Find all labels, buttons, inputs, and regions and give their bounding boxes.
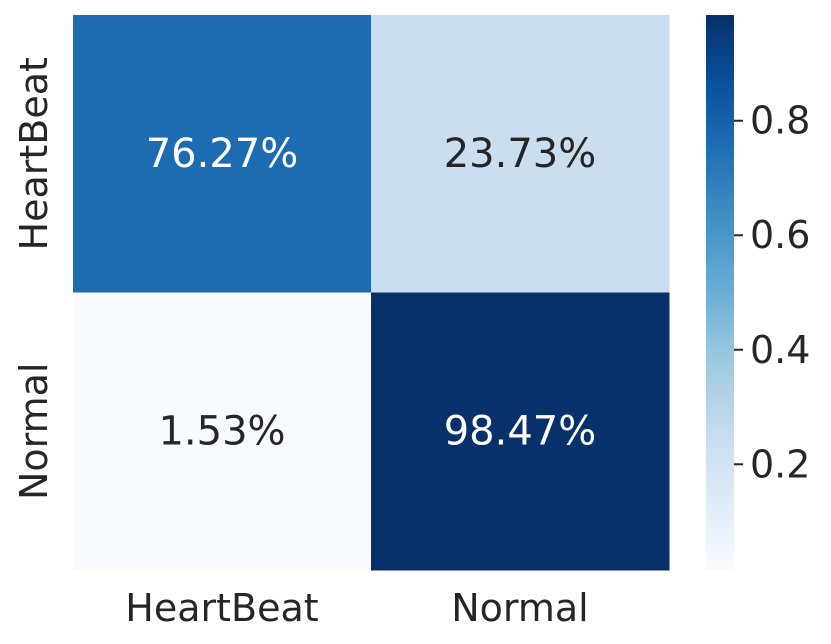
- heatmap-cell-label: 23.73%: [444, 131, 597, 177]
- colorbar: 0.2 0.4 0.6 0.8: [706, 15, 810, 570]
- x-axis-tick-labels: HeartBeat Normal: [125, 586, 588, 630]
- y-axis-tick-labels: HeartBeat Normal: [12, 57, 56, 500]
- colorbar-ticks: 0.2 0.4 0.6 0.8: [734, 99, 810, 486]
- heatmap-cell: [73, 292, 372, 571]
- colorbar-tick-label: 0.2: [750, 442, 810, 486]
- heatmap-cell: [73, 15, 372, 293]
- heatmap-cell: [371, 15, 670, 293]
- colorbar-tick-label: 0.6: [750, 213, 810, 257]
- x-tick-label: Normal: [451, 586, 589, 630]
- colorbar-gradient: [706, 15, 734, 570]
- y-tick-label: Normal: [12, 363, 56, 501]
- heatmap-cell-label: 1.53%: [158, 408, 285, 454]
- y-tick-label: HeartBeat: [12, 57, 56, 250]
- heatmap-cells: [73, 15, 670, 571]
- colorbar-tick-label: 0.8: [750, 99, 810, 143]
- heatmap-cell-label: 76.27%: [146, 131, 299, 177]
- heatmap-cell: [371, 292, 670, 571]
- colorbar-tick-label: 0.4: [750, 328, 810, 372]
- heatmap-cell-labels: 76.27% 23.73% 1.53% 98.47%: [146, 131, 597, 455]
- x-tick-label: HeartBeat: [125, 586, 318, 630]
- heatmap-cell-label: 98.47%: [444, 408, 597, 454]
